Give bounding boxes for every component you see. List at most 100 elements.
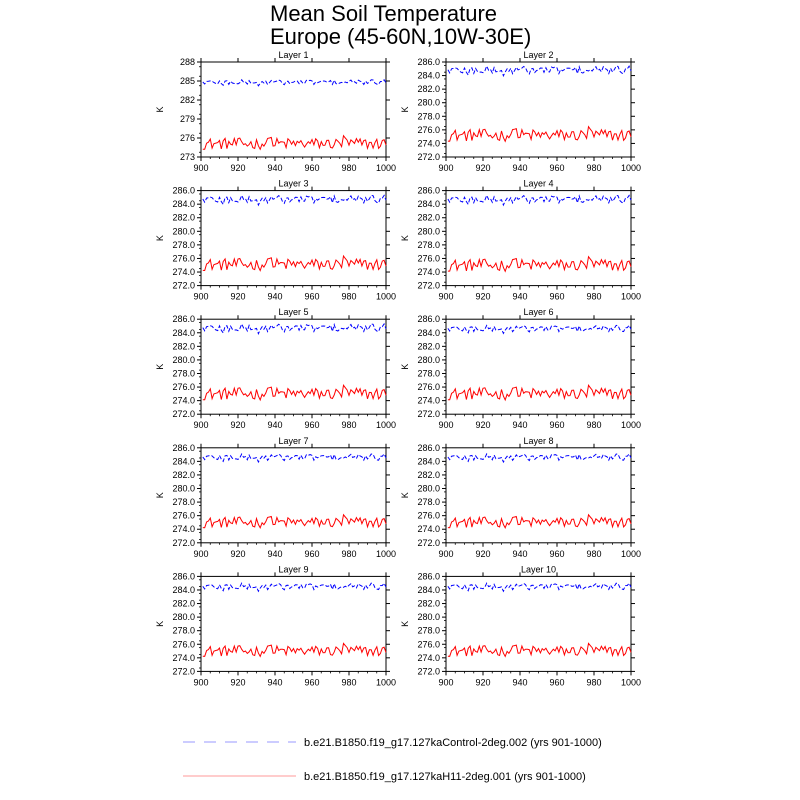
y-tick-label: 282 <box>180 95 195 105</box>
legend-control-label: b.e21.B1850.f19_g17.127kaControl-2deg.00… <box>304 737 602 749</box>
y-tick-label: 282.0 <box>417 84 440 94</box>
x-tick-label: 940 <box>267 549 282 559</box>
x-tick-label: 920 <box>230 549 245 559</box>
layer-panel-2: Layer 2 K 272.0 274.0 276.0 278.0 280.0 282.0 28… <box>400 50 641 173</box>
x-tick-label: 900 <box>438 420 453 430</box>
h11-series-line <box>447 125 632 143</box>
x-tick-label: 960 <box>304 549 319 559</box>
plot-frame <box>445 190 632 287</box>
y-tick-label: 280.0 <box>417 226 440 236</box>
figure-title-line1: Mean Soil Temperature <box>270 1 497 26</box>
y-tick-label: 274.0 <box>417 267 440 277</box>
layer-panel-6: Layer 6 K 272.0 274.0 276.0 278.0 280.0 282.0 28… <box>400 307 641 430</box>
h11-series-line <box>447 513 632 529</box>
y-tick-label: 276.0 <box>172 253 195 263</box>
x-tick-label: 980 <box>341 420 356 430</box>
y-tick-label: 286.0 <box>417 571 440 581</box>
x-tick-label: 960 <box>304 292 319 302</box>
h11-series-line <box>202 642 387 658</box>
x-tick-label: 960 <box>304 163 319 173</box>
x-tick-label: 920 <box>230 292 245 302</box>
x-tick-label: 940 <box>512 677 527 687</box>
x-tick-label: 980 <box>586 163 601 173</box>
y-tick-label: 276.0 <box>417 511 440 521</box>
y-tick-label: 282.0 <box>172 599 195 609</box>
x-tick-label: 1000 <box>376 549 396 559</box>
x-tick-label: 980 <box>341 549 356 559</box>
control-series-line <box>447 194 632 207</box>
layer-panel-9: Layer 9 K 272.0 274.0 276.0 278.0 280.0 282.0 28… <box>155 564 396 687</box>
y-tick-label: 278.0 <box>417 497 440 507</box>
y-tick-label: 276.0 <box>172 382 195 392</box>
y-tick-label: 276.0 <box>417 253 440 263</box>
h11-series-line <box>202 254 387 272</box>
y-tick-label: 278.0 <box>417 368 440 378</box>
y-tick-label: 282.0 <box>172 470 195 480</box>
plot-frame <box>200 318 387 415</box>
y-tick-label: 274.0 <box>172 524 195 534</box>
y-tick-label: 276 <box>180 133 195 143</box>
y-tick-label: 272.0 <box>172 281 195 291</box>
y-tick-label: 282.0 <box>172 341 195 351</box>
y-tick-label: 272.0 <box>172 538 195 548</box>
y-tick-label: 279 <box>180 114 195 124</box>
plot-frame <box>445 61 632 158</box>
x-tick-label: 900 <box>193 292 208 302</box>
x-tick-label: 940 <box>267 163 282 173</box>
panel-title: Layer 6 <box>523 307 553 317</box>
h11-series-line <box>202 513 387 529</box>
x-tick-label: 980 <box>586 292 601 302</box>
y-tick-label: 274.0 <box>172 653 195 663</box>
x-tick-label: 920 <box>230 163 245 173</box>
x-tick-label: 1000 <box>376 163 396 173</box>
x-tick-label: 900 <box>193 549 208 559</box>
control-series-line <box>202 194 387 207</box>
x-tick-label: 900 <box>193 163 208 173</box>
y-tick-label: 280.0 <box>417 484 440 494</box>
y-tick-label: 284.0 <box>172 328 195 338</box>
legend: b.e21.B1850.f19_g17.127kaControl-2deg.00… <box>183 737 602 783</box>
x-tick-label: 1000 <box>621 163 641 173</box>
y-tick-label: 286.0 <box>417 186 440 196</box>
x-tick-label: 940 <box>267 677 282 687</box>
y-tick-label: 272.0 <box>417 281 440 291</box>
y-axis-label: K <box>400 235 410 241</box>
x-tick-label: 1000 <box>621 420 641 430</box>
y-tick-label: 286.0 <box>417 57 440 67</box>
x-tick-label: 980 <box>586 420 601 430</box>
y-tick-label: 284.0 <box>172 585 195 595</box>
y-tick-label: 282.0 <box>417 213 440 223</box>
panel-title: Layer 4 <box>523 179 553 189</box>
x-tick-label: 920 <box>475 163 490 173</box>
x-tick-label: 1000 <box>376 292 396 302</box>
x-tick-label: 900 <box>438 549 453 559</box>
y-tick-label: 282.0 <box>417 470 440 480</box>
layer-panel-3: Layer 3 K 272.0 274.0 276.0 278.0 280.0 282.0 28… <box>155 179 396 302</box>
h11-series-line <box>202 384 387 402</box>
y-tick-label: 284.0 <box>417 199 440 209</box>
y-tick-label: 278.0 <box>417 111 440 121</box>
x-tick-label: 960 <box>549 549 564 559</box>
y-tick-label: 272.0 <box>417 409 440 419</box>
x-tick-label: 900 <box>438 677 453 687</box>
y-tick-label: 280.0 <box>172 226 195 236</box>
x-tick-label: 920 <box>475 420 490 430</box>
plot-frame <box>445 318 632 415</box>
y-tick-label: 278.0 <box>172 626 195 636</box>
y-tick-label: 284.0 <box>172 456 195 466</box>
y-tick-label: 285 <box>180 76 195 86</box>
x-tick-label: 900 <box>193 677 208 687</box>
x-tick-label: 980 <box>341 677 356 687</box>
y-axis-label: K <box>400 492 410 498</box>
x-tick-label: 960 <box>549 677 564 687</box>
x-tick-label: 940 <box>512 163 527 173</box>
y-tick-label: 274.0 <box>172 396 195 406</box>
y-axis-label: K <box>155 106 165 112</box>
y-tick-label: 280.0 <box>417 612 440 622</box>
x-tick-label: 1000 <box>621 677 641 687</box>
panel-title: Layer 1 <box>278 50 308 60</box>
layer-panel-4: Layer 4 K 272.0 274.0 276.0 278.0 280.0 282.0 28… <box>400 179 641 302</box>
x-tick-label: 940 <box>512 549 527 559</box>
y-tick-label: 280.0 <box>417 355 440 365</box>
